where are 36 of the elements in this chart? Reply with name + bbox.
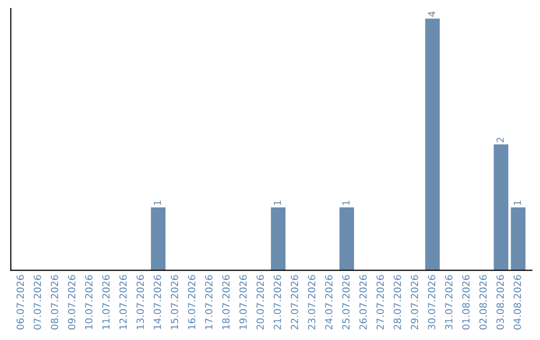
x-tick-label: 17.07.2026 xyxy=(205,275,212,330)
x-tick-label: 24.07.2026 xyxy=(325,275,332,330)
data-label: 1 xyxy=(514,200,521,205)
x-tick-label: 08.07.2026 xyxy=(50,275,58,330)
data-label: 1 xyxy=(274,200,281,205)
x-tick-label: 28.07.2026 xyxy=(394,275,402,330)
x-tick-label: 16.07.2026 xyxy=(188,275,196,330)
x-tick-label: 22.07.2026 xyxy=(290,275,298,330)
data-label: 1 xyxy=(342,200,350,205)
x-tick-label: 11.07.2026 xyxy=(102,275,110,330)
x-tick-label: 31.07.2026 xyxy=(445,275,452,330)
x-tick-label: 19.07.2026 xyxy=(239,275,247,330)
x-tick-label: 07.07.2026 xyxy=(34,275,42,330)
x-tick-label: 15.07.2026 xyxy=(170,275,178,330)
x-tick-label: 20.07.2026 xyxy=(256,275,264,330)
x-tick-label: 09.07.2026 xyxy=(68,275,76,330)
x-tick-label: 04.08.2026 xyxy=(514,275,522,330)
x-tick-label: 10.07.2026 xyxy=(85,275,92,330)
x-tick-label: 13.07.2026 xyxy=(136,275,144,330)
x-tick-label: 29.07.2026 xyxy=(410,275,418,330)
x-tick-label: 27.07.2026 xyxy=(376,275,384,330)
x-tick-label: 25.07.2026 xyxy=(342,275,350,330)
x-tick-label: 26.07.2026 xyxy=(359,275,367,330)
x-tick-label: 21.07.2026 xyxy=(274,275,282,330)
x-tick-label: 14.07.2026 xyxy=(154,275,162,330)
x-tick-label: 12.07.2026 xyxy=(119,275,127,330)
data-label: 4 xyxy=(428,12,436,17)
data-label: 1 xyxy=(154,200,161,205)
x-tick-label: 23.07.2026 xyxy=(308,275,316,330)
x-tick-label: 18.07.2026 xyxy=(222,275,230,330)
x-tick-label: 30.07.2026 xyxy=(428,275,436,330)
x-tick-label: 03.08.2026 xyxy=(496,275,504,330)
x-tick-label: 06.07.2026 xyxy=(16,275,24,330)
data-label: 2 xyxy=(496,138,504,142)
x-tick-label: 02.08.2026 xyxy=(479,275,487,330)
x-tick-label: 01.08.2026 xyxy=(462,275,470,330)
